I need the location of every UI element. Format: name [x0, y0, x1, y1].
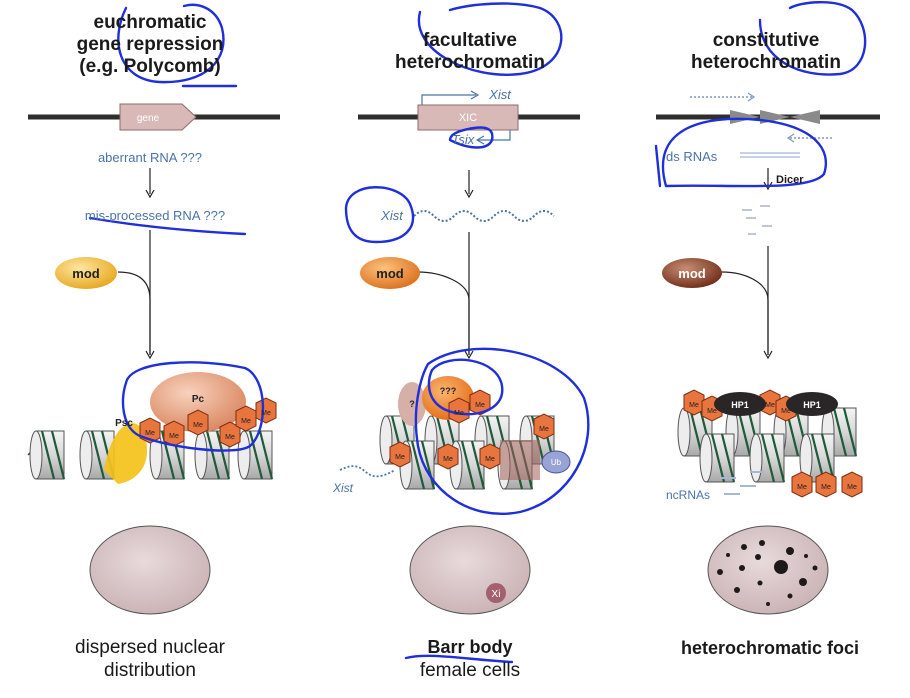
title-line: facultative	[423, 30, 517, 51]
nucleosome	[28, 429, 66, 481]
psc-protein	[104, 423, 148, 484]
xist-coat-label: Xist	[332, 481, 353, 495]
me-label: Me	[821, 484, 831, 491]
title-line: constitutive	[712, 30, 820, 51]
column-facultative	[339, 90, 580, 615]
unknown-complex-label: ???	[440, 386, 457, 396]
me-label: Me	[241, 418, 251, 425]
mod-label: mod	[376, 266, 404, 281]
me-label: Me	[443, 456, 453, 463]
pc-label: Pc	[192, 394, 205, 405]
xic-locus	[417, 104, 519, 131]
dicer-label: Dicer	[776, 174, 804, 186]
me-label: Me	[395, 454, 405, 461]
hp1-protein	[714, 392, 766, 416]
title-facultative: facultative heterochromatin	[380, 30, 560, 74]
nucleus	[89, 525, 211, 615]
me-label: Me	[169, 433, 179, 440]
hp1-label: HP1	[731, 400, 749, 410]
modifier-blob	[360, 257, 420, 289]
caption-female-cells: female cells	[419, 660, 521, 681]
gene-label: gene	[137, 113, 160, 124]
column-constitutive	[656, 92, 880, 615]
heterochromatic-foci	[717, 540, 818, 606]
title-line: heterochromatin	[395, 52, 545, 73]
me-label: Me	[689, 402, 699, 409]
mod-label: mod	[72, 266, 100, 281]
question-label: ?	[409, 399, 415, 409]
nucleus	[409, 525, 531, 615]
title-line: gene repression	[76, 34, 224, 55]
aberrant-rna-label: aberrant RNA ???	[97, 150, 203, 165]
xist-transcript-label: Xist	[489, 87, 511, 102]
caption-line: dispersed nuclear	[75, 637, 225, 658]
pc-protein	[150, 372, 246, 432]
title-constitutive: constitutive heterochromatin	[676, 30, 856, 74]
caption-barr-body: Barr body	[427, 637, 513, 657]
me-label: Me	[765, 402, 775, 409]
me-label: Me	[193, 422, 203, 429]
ubiquitin	[541, 450, 571, 474]
title-line: heterochromatin	[691, 52, 841, 73]
gene-arrow	[119, 103, 197, 131]
modifier-arrow	[117, 271, 151, 355]
me-label: Me	[797, 484, 807, 491]
psc-label: Psc	[115, 418, 133, 429]
me-label: Me	[475, 402, 485, 409]
title-line: euchromatic	[93, 12, 207, 33]
mod-label: mod	[678, 266, 706, 281]
me-label: Me	[225, 434, 235, 441]
title-euchromatic: euchromatic gene repression (e.g. Polyco…	[60, 12, 240, 78]
ub-label: Ub	[551, 458, 562, 467]
hp1-protein	[786, 392, 838, 416]
tsix-transcript-label: Tsix	[451, 132, 475, 147]
title-line: (e.g. Polycomb)	[79, 56, 221, 77]
me-label: Me	[485, 456, 495, 463]
me-label: Me	[539, 426, 549, 433]
modifier-blob	[55, 257, 117, 289]
me-label: Me	[145, 430, 155, 437]
column-euchromatic	[27, 103, 280, 615]
ds-rnas-label: ds RNAs	[666, 149, 718, 164]
xic-label: XIC	[459, 112, 477, 124]
caption-line: distribution	[104, 660, 196, 681]
me-label: Me	[261, 410, 271, 417]
me-label: Me	[454, 410, 464, 417]
nucleus	[707, 525, 829, 615]
handwritten-annotations	[88, 1, 867, 664]
modifier-blob	[662, 258, 722, 288]
xist-rna	[413, 210, 555, 222]
me-label: Me	[847, 484, 857, 491]
xist-rna-label: Xist	[381, 208, 403, 223]
caption-heterochromatic-foci: heterochromatic foci	[680, 638, 860, 658]
caption-euchromatic: dispersed nuclear distribution	[40, 636, 260, 682]
misprocessed-rna-label: mis-processed RNA ???	[84, 208, 226, 223]
me-label: Me	[707, 408, 717, 415]
hp1-label: HP1	[803, 400, 821, 410]
me-label: Me	[781, 408, 791, 415]
xi-body	[486, 583, 506, 603]
ncrnas-label: ncRNAs	[665, 488, 710, 502]
xi-label: Xi	[492, 589, 501, 600]
